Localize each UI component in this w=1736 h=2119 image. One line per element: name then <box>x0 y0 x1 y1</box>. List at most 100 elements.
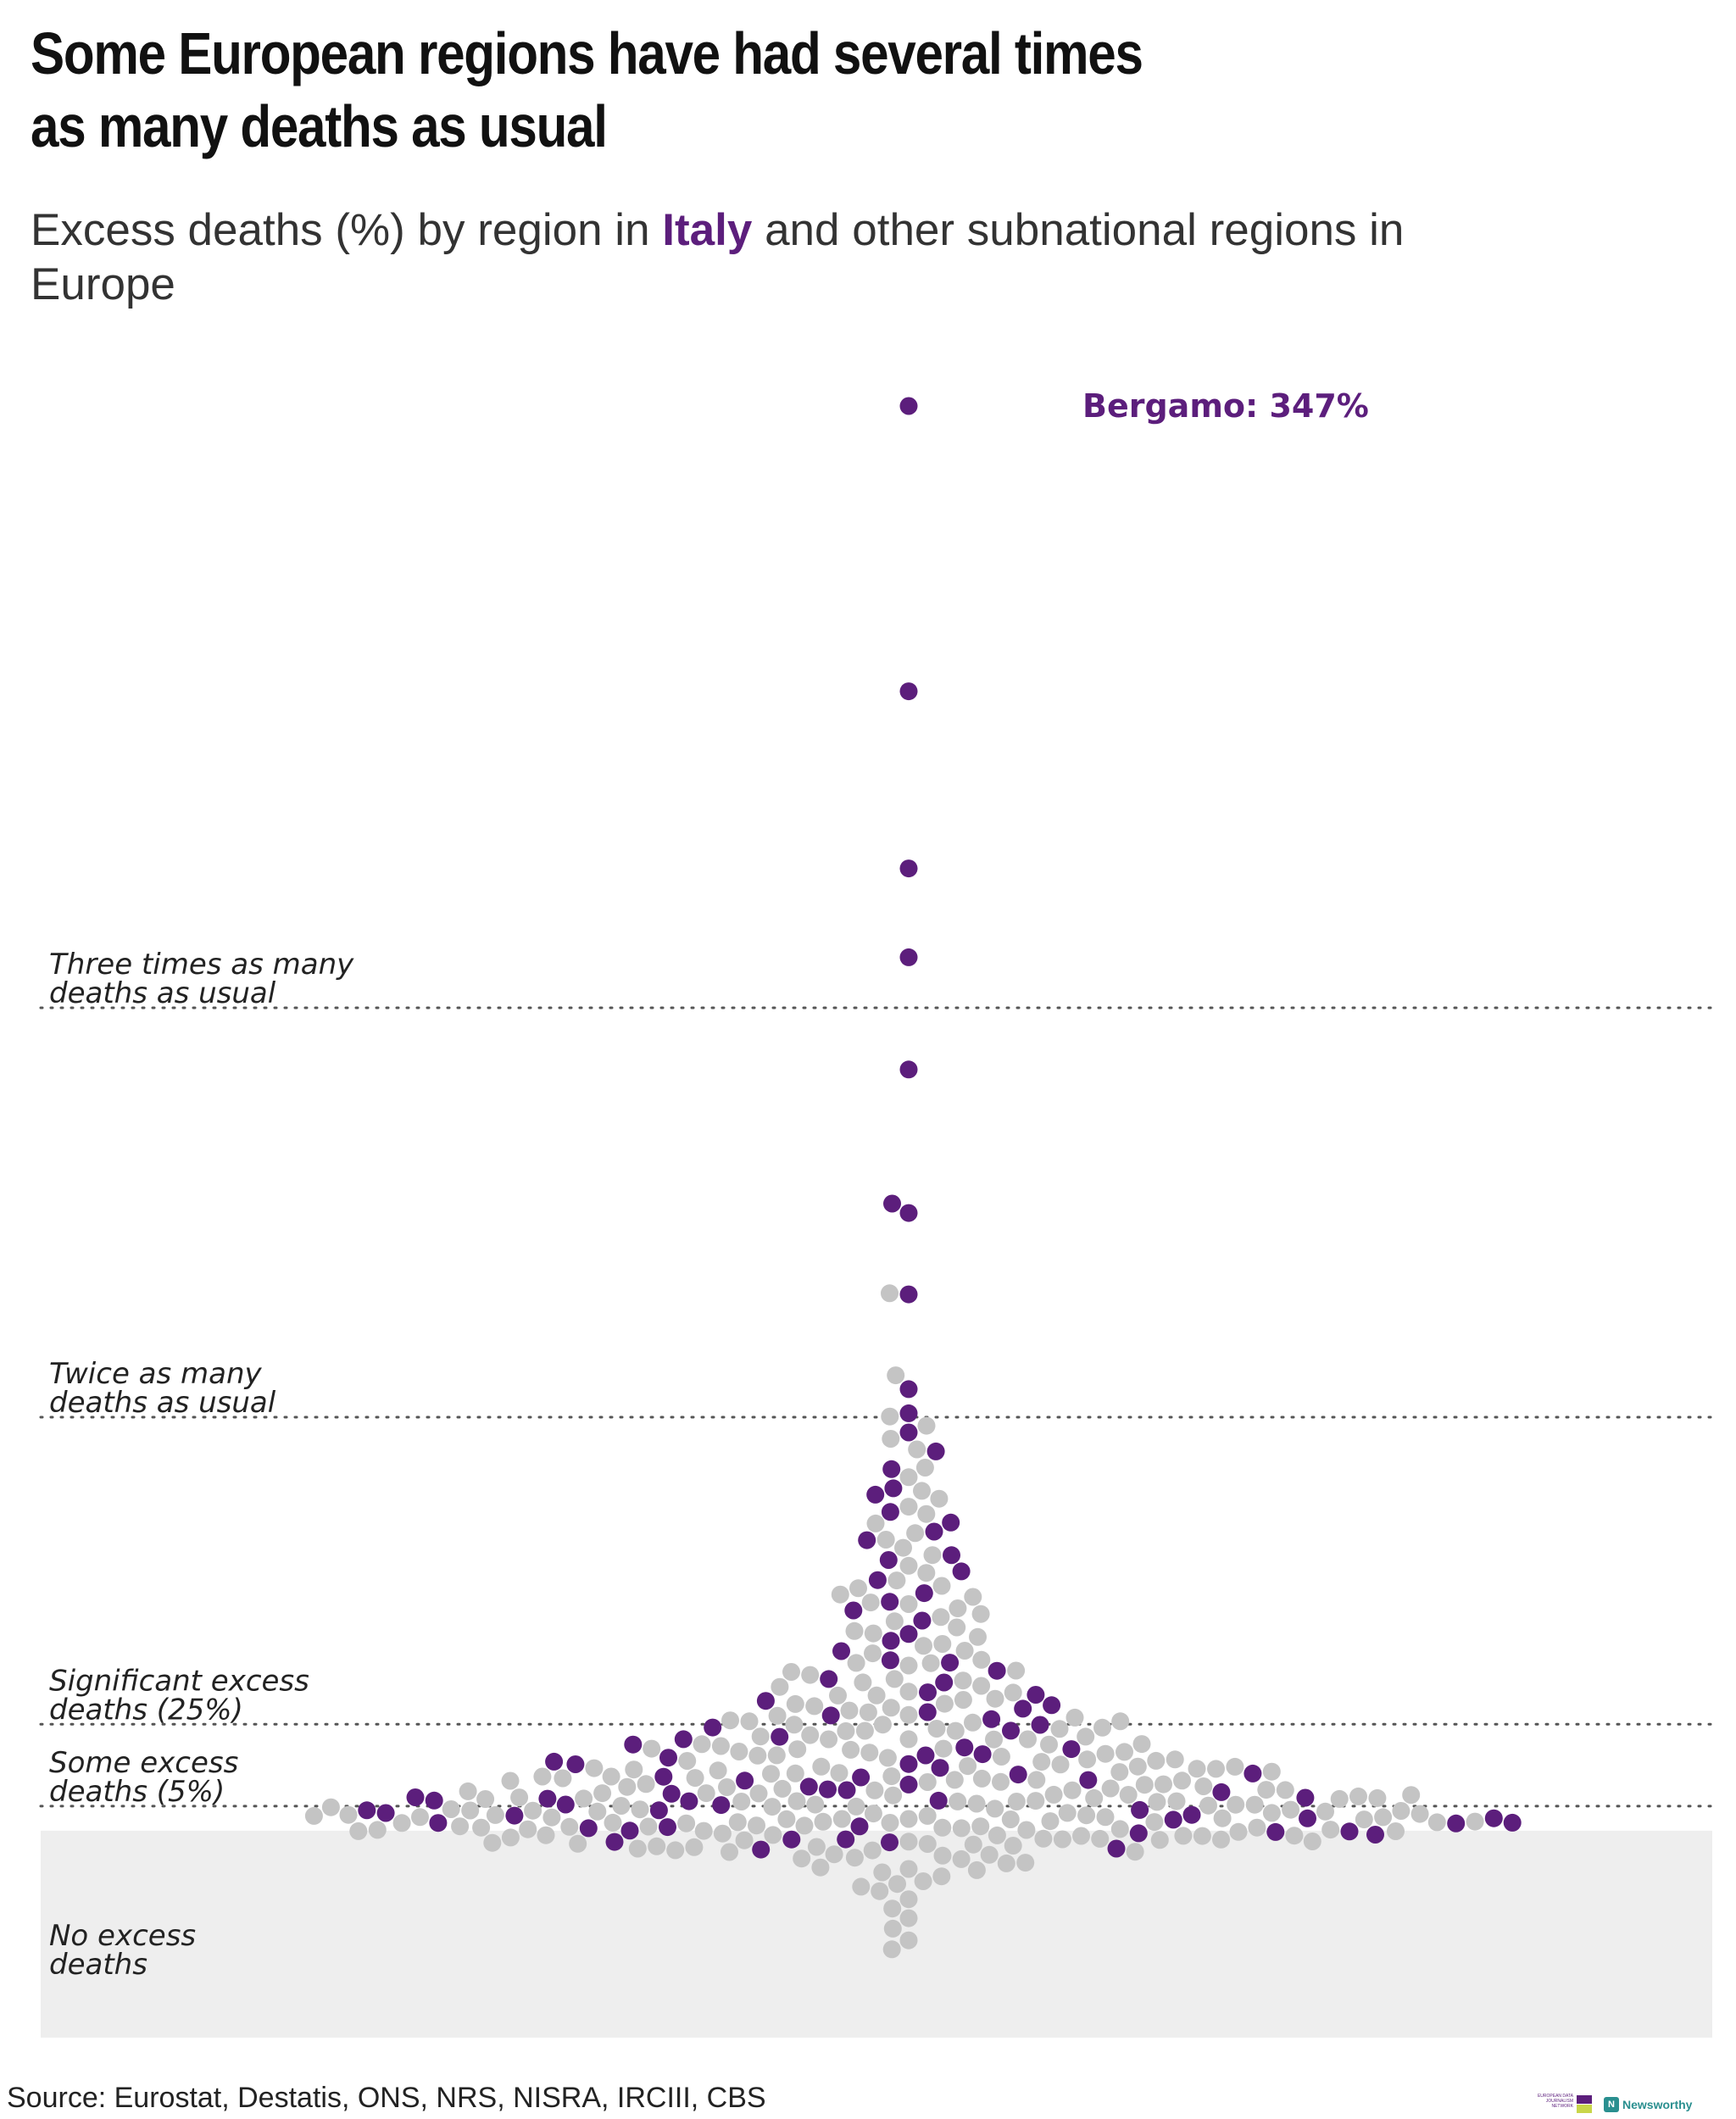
no-excess-label-line-2: deaths <box>49 1948 147 1982</box>
other-region-dot <box>1004 1837 1022 1855</box>
other-region-dot <box>881 1284 899 1303</box>
italy-region-dot <box>1107 1839 1126 1858</box>
newsworthy-logo-icon: N <box>1604 2097 1619 2112</box>
other-region-dot <box>461 1801 480 1820</box>
no-excess-label: No excess deaths <box>49 1919 205 1982</box>
italy-region-dot <box>605 1833 624 1851</box>
other-region-dot <box>949 1599 967 1617</box>
other-region-dot <box>1150 1831 1169 1849</box>
newsworthy-logo: N Newsworthy <box>1604 2094 1692 2116</box>
subtitle-text-after: and other subnational regions in Europe <box>31 205 1405 309</box>
italy-region-dot <box>1447 1814 1466 1833</box>
other-region-dot <box>832 1810 851 1828</box>
other-region-dot <box>1085 1788 1104 1807</box>
other-region-dot <box>865 1781 884 1799</box>
italy-region-dot <box>832 1642 850 1660</box>
italy-region-dot <box>899 1204 918 1222</box>
other-region-dot <box>830 1764 849 1783</box>
other-region-dot <box>847 1654 865 1672</box>
threshold-label-3-line-2: deaths (5%) <box>49 1775 225 1809</box>
italy-region-dot <box>899 948 918 966</box>
other-region-dot <box>918 1773 937 1791</box>
italy-region-dot <box>1079 1771 1098 1789</box>
other-region-dot <box>1128 1757 1147 1776</box>
other-region-dot <box>666 1841 685 1860</box>
other-region-dot <box>933 1846 952 1865</box>
italy-region-dot <box>752 1840 771 1859</box>
other-region-dot <box>1126 1843 1144 1861</box>
other-region-dot <box>801 1726 820 1744</box>
other-region-dot <box>906 1524 925 1543</box>
other-region-dot <box>1316 1802 1334 1821</box>
other-region-dot <box>764 1826 782 1844</box>
other-region-dot <box>915 1637 932 1655</box>
other-region-dot <box>899 1498 918 1516</box>
other-region-dot <box>930 1489 949 1508</box>
italy-region-dot <box>538 1789 557 1808</box>
other-region-dot <box>1001 1810 1020 1828</box>
other-region-dot <box>628 1839 647 1858</box>
italy-region-dot <box>1244 1764 1262 1783</box>
italy-region-dot <box>850 1817 869 1836</box>
other-region-dot <box>859 1703 877 1721</box>
other-region-dot <box>1096 1808 1115 1827</box>
other-region-dot <box>864 1805 882 1823</box>
other-region-dot <box>618 1777 637 1796</box>
other-region-dot <box>575 1789 593 1808</box>
other-region-dot <box>954 1671 972 1690</box>
other-region-dot <box>349 1821 368 1840</box>
other-region-dot <box>788 1740 807 1759</box>
other-region-dot <box>899 1595 918 1613</box>
italy-region-dot <box>1503 1813 1522 1832</box>
other-region-dot <box>921 1654 940 1672</box>
italy-region-dot <box>545 1752 564 1771</box>
other-region-dot <box>882 1940 901 1959</box>
other-region-dot <box>917 1504 936 1523</box>
other-region-dot <box>915 1459 934 1477</box>
other-region-dot <box>913 1482 931 1500</box>
italy-region-dot <box>899 682 918 701</box>
other-region-dot <box>782 1663 800 1681</box>
italy-region-dot <box>1212 1783 1231 1801</box>
other-region-dot <box>730 1743 748 1760</box>
other-region-dot <box>908 1440 926 1459</box>
threshold-label-2-line-1: Significant excess <box>49 1664 309 1698</box>
other-region-dot <box>1392 1802 1410 1820</box>
other-region-dot <box>964 1835 982 1854</box>
other-region-dot <box>899 1860 918 1878</box>
other-region-dot <box>785 1716 804 1734</box>
italy-region-dot <box>1340 1822 1359 1841</box>
other-region-dot <box>917 1564 936 1582</box>
italy-region-dot <box>624 1735 643 1754</box>
other-region-dot <box>486 1805 504 1824</box>
other-region-dot <box>831 1585 849 1604</box>
other-region-dot <box>728 1813 747 1832</box>
other-region-dot <box>932 1608 950 1627</box>
italy-region-dot <box>1043 1696 1061 1715</box>
italy-region-dot <box>782 1830 801 1849</box>
other-region-dot <box>1004 1683 1022 1702</box>
other-region-dot <box>1145 1813 1164 1832</box>
other-region-dot <box>1050 1720 1069 1738</box>
italy-region-dot <box>358 1801 376 1820</box>
chart-title-line-1: Some European regions have had several t… <box>31 20 1143 86</box>
other-region-dot <box>1132 1735 1151 1754</box>
other-region-dot <box>1355 1810 1373 1829</box>
other-region-dot <box>763 1798 782 1816</box>
other-region-dot <box>537 1826 555 1844</box>
other-region-dot <box>1387 1822 1405 1840</box>
italy-region-dot <box>579 1819 598 1838</box>
other-region-dot <box>1032 1753 1051 1771</box>
other-region-dot <box>825 1845 843 1864</box>
other-region-dot <box>873 1863 892 1882</box>
other-region-dot <box>1119 1786 1138 1804</box>
other-region-dot <box>801 1666 820 1684</box>
other-region-dot <box>713 1824 732 1843</box>
italy-region-dot <box>916 1746 935 1765</box>
logos: EUROPEAN DATA JOURNALISM NETWORK N Newsw… <box>1526 2094 1692 2116</box>
italy-region-dot <box>899 859 918 878</box>
italy-region-dot <box>406 1788 425 1806</box>
threshold-label-3-line-1: Some excess <box>49 1746 238 1780</box>
other-region-dot <box>554 1769 572 1788</box>
other-region-dot <box>899 1730 918 1749</box>
